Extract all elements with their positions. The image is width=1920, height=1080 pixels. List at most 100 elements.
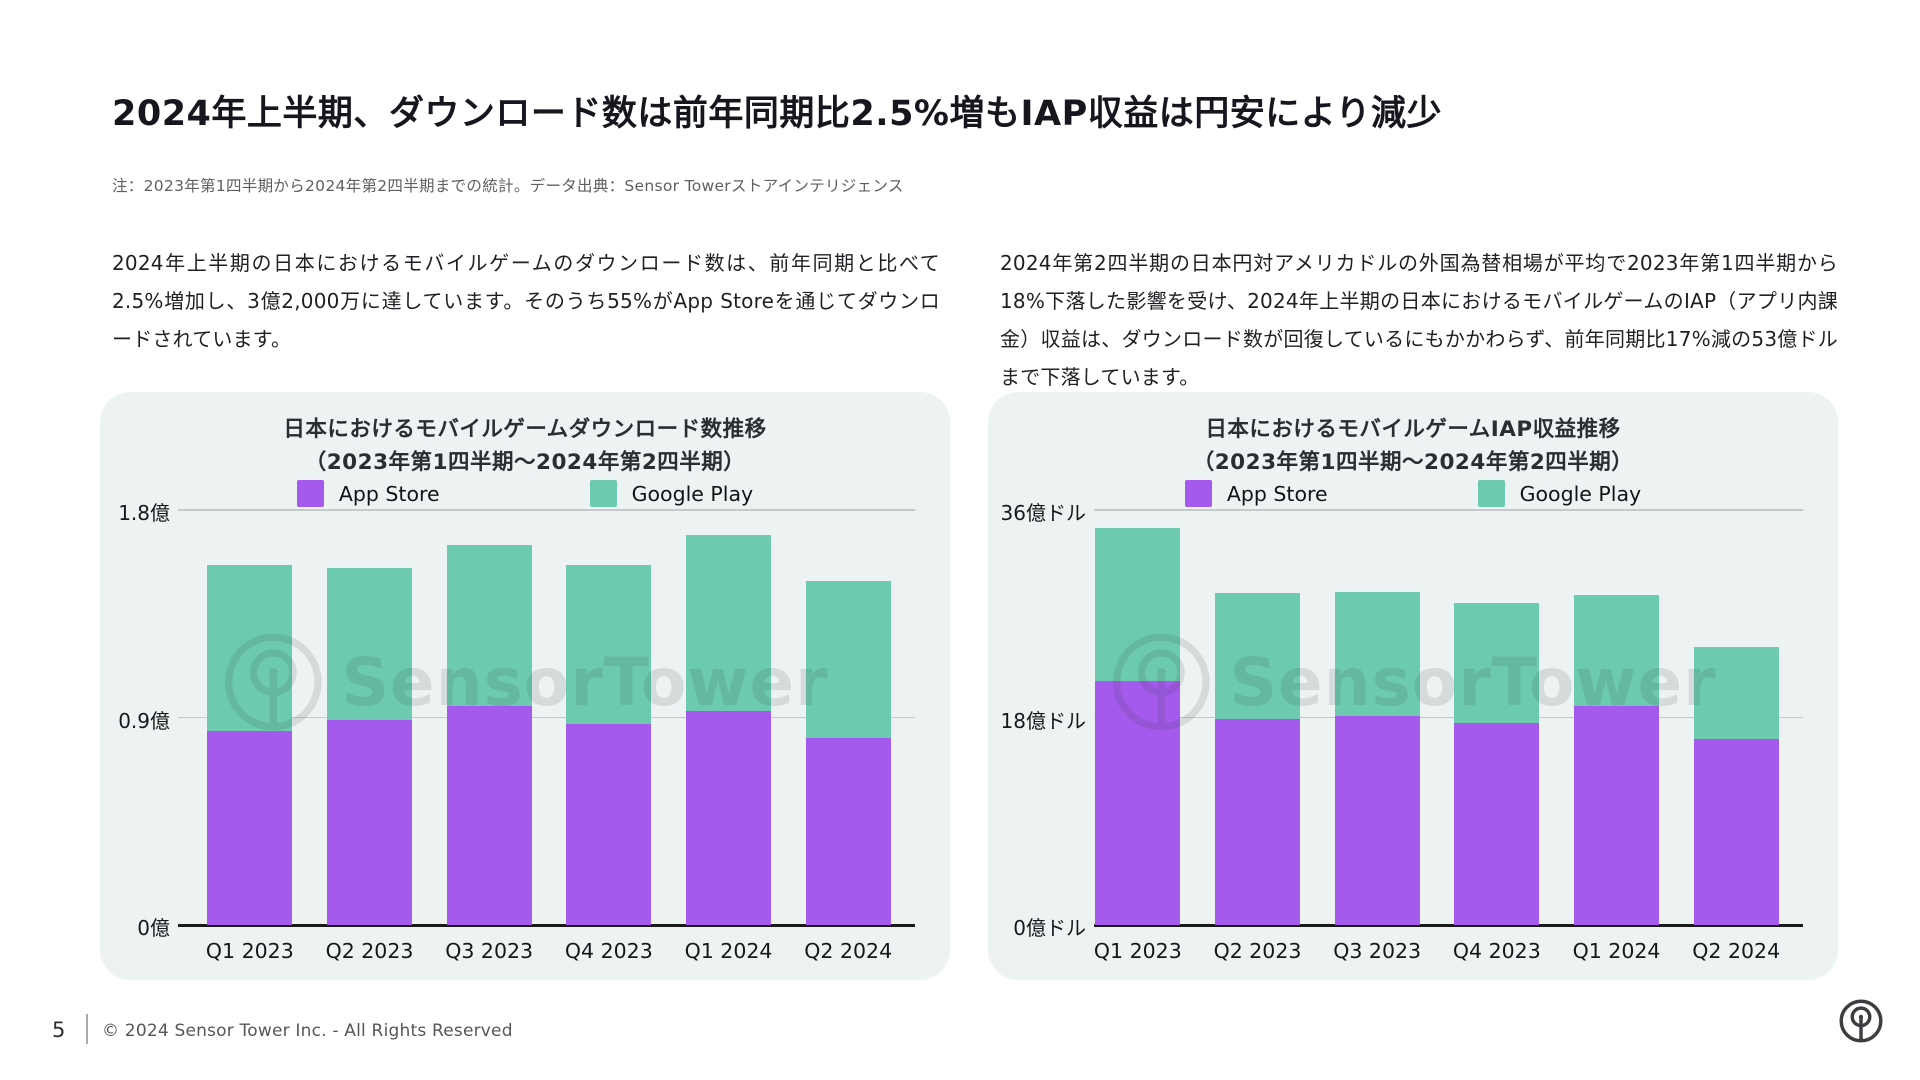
- bar-slot: [669, 510, 789, 925]
- x-axis-labels: Q1 2023 Q2 2023 Q3 2023 Q4 2023 Q1 2024 Q2 20…: [1078, 939, 1796, 963]
- x-axis-labels: Q1 2023 Q2 2023 Q3 2023 Q4 2023 Q1 2024 Q2 20…: [190, 939, 908, 963]
- chart-title-line1: 日本におけるモバイルゲームIAP収益推移: [1205, 417, 1621, 442]
- legend-swatch-icon: [296, 480, 324, 507]
- bar-slot: [1198, 510, 1318, 925]
- bar-slot: [310, 510, 430, 925]
- source-note: 注：2023年第1四半期から2024年第2四半期までの統計。データ出典：Sens…: [112, 177, 904, 195]
- bar-segment-app-store: [1334, 716, 1420, 925]
- x-axis-tick-label: Q4 2023: [1452, 939, 1541, 963]
- bar-slot: [549, 510, 669, 925]
- legend-label: App Store: [1226, 481, 1328, 506]
- bar-slot: [1437, 510, 1557, 925]
- paragraph-downloads: 2024年上半期の日本におけるモバイルゲームのダウンロード数は、前年同期と比べて…: [112, 251, 940, 351]
- stacked-bar-q3-2023: [1334, 591, 1420, 925]
- x-axis-tick-label: Q2 2023: [325, 939, 414, 963]
- legend-item: Google Play: [1477, 480, 1642, 507]
- bar-slot: [190, 510, 310, 925]
- bar-segment-google-play: [1215, 593, 1300, 719]
- legend-label: Google Play: [631, 481, 754, 506]
- paragraph-revenue: 2024年第2四半期の日本円対アメリカドルの外国為替相場が平均で2023年第1四…: [1000, 251, 1838, 389]
- gridline: [178, 509, 915, 511]
- x-axis-tick-label: Q1 2023: [1093, 939, 1182, 963]
- legend-item: Google Play: [589, 480, 754, 507]
- stacked-bar-q4-2023: [566, 565, 652, 925]
- bar-segment-app-store: [446, 705, 532, 925]
- bar-segment-google-play: [1454, 603, 1540, 724]
- chart-card-downloads: 日本におけるモバイルゲームダウンロード数推移 （2023年第1四半期〜2024年…: [100, 392, 950, 980]
- chart-title: 日本におけるモバイルゲームIAP収益推移 （2023年第1四半期〜2024年第2…: [988, 392, 1838, 479]
- footer-divider: [86, 1014, 88, 1044]
- bar-segment-google-play: [207, 565, 293, 732]
- bar-segment-google-play: [446, 544, 532, 706]
- chart-title-line2: （2023年第1四半期〜2024年第2四半期）: [1192, 450, 1634, 475]
- legend-swatch-icon: [1184, 480, 1212, 507]
- legend-label: Google Play: [1519, 481, 1642, 506]
- bar-segment-google-play: [1693, 647, 1779, 740]
- bar-group: [1078, 510, 1796, 925]
- chart-legend: App Store Google Play: [988, 480, 1838, 507]
- page-title: 2024年上半期、ダウンロード数は前年同期比2.5%増もIAP収益は円安により減…: [112, 94, 1443, 135]
- stacked-bar-q2-2024: [805, 581, 891, 925]
- bar-segment-google-play: [805, 581, 891, 739]
- chart-legend: App Store Google Play: [100, 480, 950, 507]
- x-axis-tick-label: Q3 2023: [445, 939, 534, 963]
- bar-slot: [788, 510, 908, 925]
- y-axis-tick-label: 36億ドル: [1000, 501, 1086, 525]
- bar-segment-google-play: [566, 565, 652, 725]
- legend-item: App Store: [296, 480, 440, 507]
- y-axis-tick-label: 1.8億: [118, 501, 170, 525]
- bar-group: [190, 510, 908, 925]
- stacked-bar-q2-2024: [1693, 647, 1779, 925]
- bar-segment-app-store: [1095, 680, 1181, 925]
- x-axis-line: [1094, 924, 1803, 927]
- x-axis-tick-label: Q1 2024: [1572, 939, 1661, 963]
- legend-swatch-icon: [589, 480, 617, 507]
- bar-segment-app-store: [686, 710, 772, 925]
- bar-slot: [1078, 510, 1198, 925]
- bar-segment-app-store: [207, 731, 293, 925]
- bar-segment-app-store: [1454, 723, 1540, 925]
- bar-segment-app-store: [805, 738, 891, 925]
- gridline: [178, 716, 915, 719]
- chart-title-line2: （2023年第1四半期〜2024年第2四半期）: [304, 450, 746, 475]
- bar-segment-google-play: [327, 567, 412, 720]
- gridline: [1094, 716, 1803, 719]
- stacked-bar-q1-2023: [1095, 528, 1181, 925]
- legend-swatch-icon: [1477, 480, 1505, 507]
- chart-card-revenue: 日本におけるモバイルゲームIAP収益推移 （2023年第1四半期〜2024年第2…: [988, 392, 1838, 980]
- bar-segment-google-play: [1095, 528, 1181, 681]
- y-axis-tick-label: 0億ドル: [1013, 916, 1086, 940]
- bar-slot: [1317, 510, 1437, 925]
- bar-slot: [429, 510, 549, 925]
- gridline: [1094, 509, 1803, 511]
- y-axis-tick-label: 0億: [137, 916, 170, 940]
- chart-title-line1: 日本におけるモバイルゲームダウンロード数推移: [283, 417, 767, 442]
- stacked-bar-q2-2023: [1215, 593, 1300, 925]
- x-axis-tick-label: Q3 2023: [1333, 939, 1422, 963]
- bar-slot: [1676, 510, 1796, 925]
- bar-segment-google-play: [686, 535, 772, 711]
- x-axis-tick-label: Q2 2023: [1213, 939, 1302, 963]
- bar-segment-google-play: [1334, 591, 1420, 717]
- stacked-bar-q1-2023: [207, 565, 293, 925]
- bar-segment-google-play: [1574, 595, 1660, 706]
- y-axis-tick-label: 18億ドル: [1000, 708, 1086, 733]
- stacked-bar-q1-2024: [686, 535, 772, 925]
- sensortower-logo-icon: [1839, 999, 1883, 1043]
- bar-segment-app-store: [1693, 739, 1779, 925]
- bar-segment-app-store: [1574, 705, 1660, 925]
- stacked-bar-q1-2024: [1574, 595, 1660, 925]
- legend-item: App Store: [1184, 480, 1328, 507]
- page-number: 5: [52, 1018, 66, 1042]
- x-axis-tick-label: Q2 2024: [1692, 939, 1781, 963]
- x-axis-line: [178, 924, 915, 927]
- x-axis-tick-label: Q2 2024: [804, 939, 893, 963]
- x-axis-tick-label: Q1 2024: [684, 939, 773, 963]
- bar-segment-app-store: [327, 719, 412, 925]
- chart-title: 日本におけるモバイルゲームダウンロード数推移 （2023年第1四半期〜2024年…: [100, 392, 950, 479]
- bar-slot: [1557, 510, 1677, 925]
- stacked-bar-q2-2023: [327, 567, 412, 925]
- stacked-bar-q3-2023: [446, 544, 532, 925]
- legend-label: App Store: [338, 481, 440, 506]
- stacked-bar-q4-2023: [1454, 603, 1540, 925]
